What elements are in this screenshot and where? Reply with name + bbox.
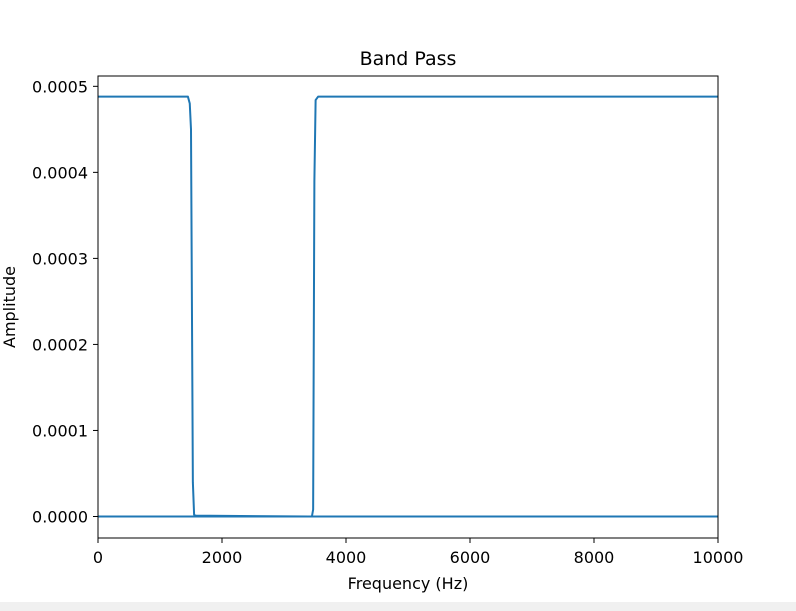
x-tick-label: 0	[93, 548, 103, 567]
y-tick-label: 0.0000	[32, 507, 88, 526]
x-axis-label: Frequency (Hz)	[348, 574, 469, 593]
x-tick-label: 6000	[450, 548, 491, 567]
y-axis-label: Amplitude	[0, 266, 19, 348]
y-ticks: 0.0000 0.0001 0.0002 0.0003 0.0004 0.0005	[32, 77, 98, 526]
x-tick-label: 10000	[693, 548, 744, 567]
x-tick-label: 8000	[574, 548, 615, 567]
chart-title: Band Pass	[360, 48, 457, 70]
y-tick-label: 0.0003	[32, 249, 88, 268]
y-tick-label: 0.0001	[32, 421, 88, 440]
x-ticks: 0 2000 4000 6000 8000 10000	[93, 538, 744, 567]
x-tick-label: 2000	[202, 548, 243, 567]
y-tick-label: 0.0004	[32, 163, 88, 182]
y-tick-label: 0.0002	[32, 335, 88, 354]
x-tick-label: 4000	[326, 548, 367, 567]
series-layer	[98, 95, 718, 518]
y-tick-label: 0.0005	[32, 77, 88, 96]
plot-frame	[97, 75, 719, 539]
window-bottom-strip	[0, 602, 796, 611]
